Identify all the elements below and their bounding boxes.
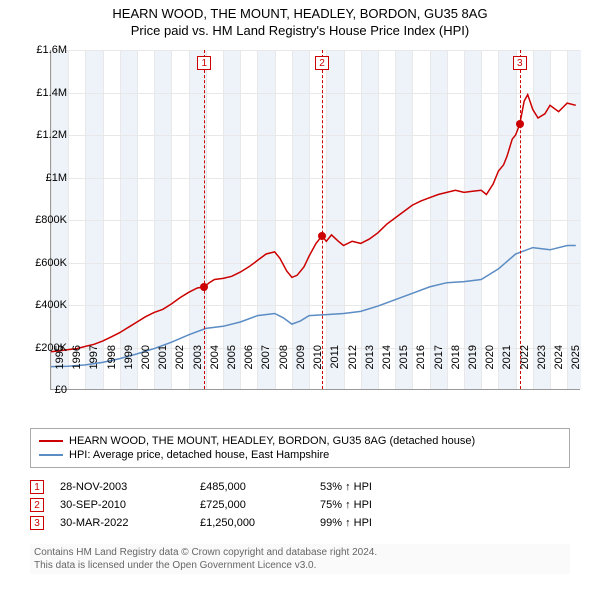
legend-row-property: HEARN WOOD, THE MOUNT, HEADLEY, BORDON, … (39, 434, 561, 448)
chart-area: 1 2 3 (50, 50, 580, 390)
ytick-label: £200K (22, 342, 67, 354)
xtick-label: 2024 (553, 345, 565, 369)
xtick-label: 2007 (260, 345, 272, 369)
marker-box: 2 (315, 56, 329, 70)
tx-price: £1,250,000 (200, 517, 320, 529)
legend-label-property: HEARN WOOD, THE MOUNT, HEADLEY, BORDON, … (69, 435, 475, 447)
footer-line2: This data is licensed under the Open Gov… (34, 559, 566, 572)
tx-price: £725,000 (200, 499, 320, 511)
ytick-label: £1.6M (22, 44, 67, 56)
transactions-table: 1 28-NOV-2003£485,00053% ↑ HPI 2 30-SEP-201… (30, 478, 570, 532)
xtick-label: 2014 (381, 345, 393, 369)
footer-line1: Contains HM Land Registry data © Crown c… (34, 546, 566, 559)
marker-box: 1 (197, 56, 211, 70)
xtick-label: 2009 (295, 345, 307, 369)
marker-dot (200, 283, 208, 291)
xtick-label: 2025 (570, 345, 582, 369)
xtick-label: 2008 (278, 345, 290, 369)
ytick-label: £1M (22, 172, 67, 184)
xtick-label: 1999 (123, 345, 135, 369)
xtick-label: 2022 (519, 345, 531, 369)
marker-dot (318, 232, 326, 240)
legend-label-hpi: HPI: Average price, detached house, East… (69, 449, 329, 461)
xtick-label: 2011 (329, 345, 341, 369)
tx-relhpi: 53% ↑ HPI (320, 481, 440, 493)
xtick-label: 2006 (243, 345, 255, 369)
tx-date: 30-MAR-2022 (60, 517, 200, 529)
tx-date: 28-NOV-2003 (60, 481, 200, 493)
xtick-label: 2002 (174, 345, 186, 369)
title-sub: Price paid vs. HM Land Registry's House … (0, 23, 600, 38)
xtick-label: 2013 (364, 345, 376, 369)
footer: Contains HM Land Registry data © Crown c… (30, 544, 570, 574)
xtick-label: 1996 (71, 345, 83, 369)
legend: HEARN WOOD, THE MOUNT, HEADLEY, BORDON, … (30, 428, 570, 468)
xtick-label: 2021 (501, 345, 513, 369)
xtick-label: 2016 (415, 345, 427, 369)
tx-price: £485,000 (200, 481, 320, 493)
transaction-row: 1 28-NOV-2003£485,00053% ↑ HPI (30, 478, 570, 496)
legend-row-hpi: HPI: Average price, detached house, East… (39, 448, 561, 462)
below-chart: HEARN WOOD, THE MOUNT, HEADLEY, BORDON, … (30, 428, 570, 574)
ytick-label: £600K (22, 257, 67, 269)
xtick-label: 1998 (106, 345, 118, 369)
xtick-label: 2017 (433, 345, 445, 369)
tx-date: 30-SEP-2010 (60, 499, 200, 511)
page-root: HEARN WOOD, THE MOUNT, HEADLEY, BORDON, … (0, 0, 600, 590)
ytick-label: £1.4M (22, 87, 67, 99)
tx-marker: 3 (30, 516, 44, 530)
xtick-label: 2012 (347, 345, 359, 369)
xtick-label: 2004 (209, 345, 221, 369)
title-main: HEARN WOOD, THE MOUNT, HEADLEY, BORDON, … (0, 6, 600, 21)
xtick-label: 2023 (536, 345, 548, 369)
xtick-label: 2000 (140, 345, 152, 369)
xtick-label: 2019 (467, 345, 479, 369)
chart-lines-svg (51, 50, 580, 389)
xtick-label: 2001 (157, 345, 169, 369)
tx-relhpi: 99% ↑ HPI (320, 517, 440, 529)
transaction-row: 3 30-MAR-2022£1,250,00099% ↑ HPI (30, 514, 570, 532)
marker-dot (516, 120, 524, 128)
tx-marker: 1 (30, 480, 44, 494)
xtick-label: 2015 (398, 345, 410, 369)
xtick-label: 2005 (226, 345, 238, 369)
title-block: HEARN WOOD, THE MOUNT, HEADLEY, BORDON, … (0, 0, 600, 38)
xtick-label: 2003 (192, 345, 204, 369)
ytick-label: £0 (22, 384, 67, 396)
tx-relhpi: 75% ↑ HPI (320, 499, 440, 511)
tx-marker: 2 (30, 498, 44, 512)
legend-swatch-hpi (39, 454, 63, 456)
ytick-label: £400K (22, 299, 67, 311)
transaction-row: 2 30-SEP-2010£725,00075% ↑ HPI (30, 496, 570, 514)
ytick-label: £800K (22, 214, 67, 226)
marker-box: 3 (513, 56, 527, 70)
ytick-label: £1.2M (22, 129, 67, 141)
xtick-label: 2018 (450, 345, 462, 369)
legend-swatch-property (39, 440, 63, 442)
xtick-label: 1997 (88, 345, 100, 369)
xtick-label: 2020 (484, 345, 496, 369)
xtick-label: 2010 (312, 345, 324, 369)
